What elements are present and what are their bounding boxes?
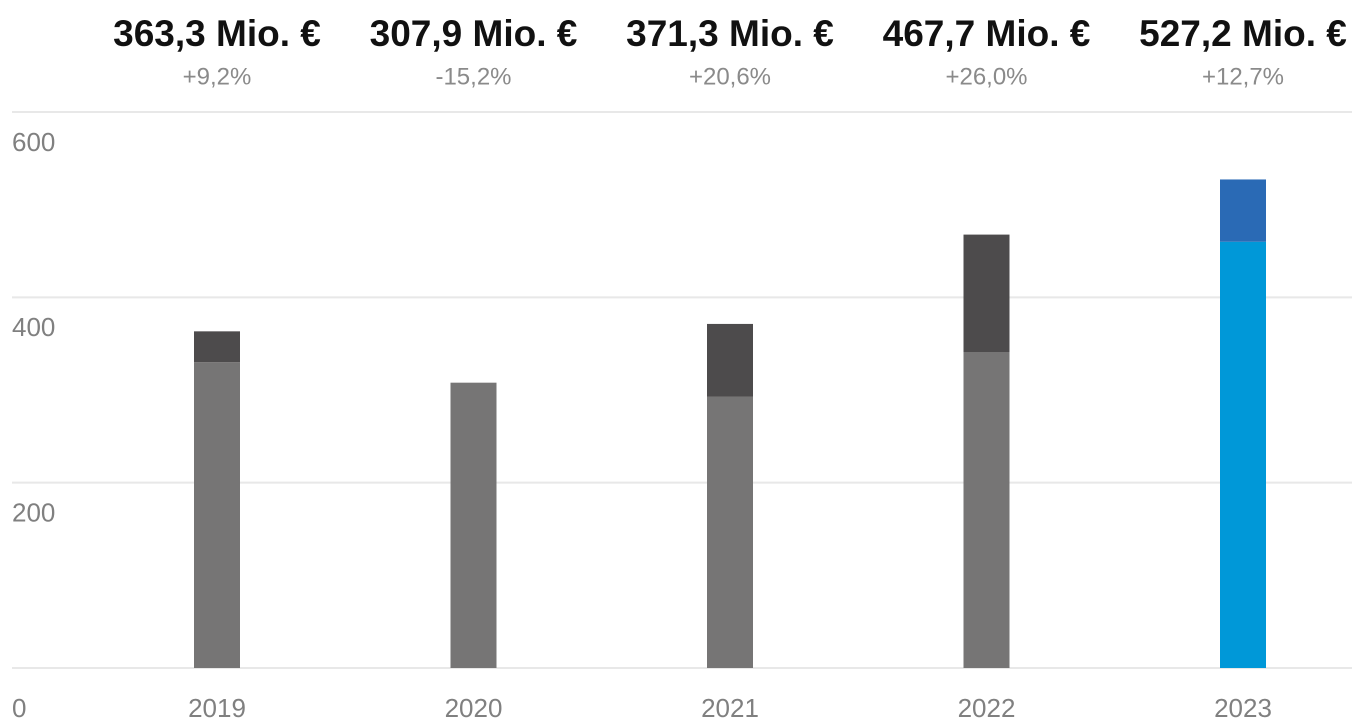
- bar-segment: [194, 362, 240, 668]
- x-tick-label: 2023: [1214, 693, 1272, 723]
- change-label: +26,0%: [945, 63, 1027, 90]
- change-label: +20,6%: [689, 63, 771, 90]
- bar-segment: [963, 234, 1010, 353]
- bar-segment: [194, 331, 240, 363]
- total-label: 527,2 Mio. €: [1139, 13, 1347, 54]
- bar-segment: [963, 352, 1010, 668]
- y-tick-label: 600: [12, 127, 55, 157]
- x-tick-label: 2021: [701, 693, 759, 723]
- bar-segment: [450, 382, 497, 668]
- y-tick-label: 200: [12, 498, 55, 528]
- total-label: 307,9 Mio. €: [370, 13, 578, 54]
- bar-segment: [707, 396, 753, 668]
- bar-segment: [1220, 179, 1266, 242]
- change-label: +9,2%: [183, 63, 252, 90]
- y-tick-label: 0: [12, 693, 26, 723]
- y-tick-label: 400: [12, 312, 55, 342]
- total-label: 371,3 Mio. €: [626, 13, 834, 54]
- x-tick-label: 2022: [958, 693, 1016, 723]
- bar-segment: [707, 323, 753, 397]
- total-label: 467,7 Mio. €: [883, 13, 1091, 54]
- change-label: +12,7%: [1202, 63, 1284, 90]
- bar-segment: [1220, 241, 1266, 668]
- total-label: 363,3 Mio. €: [113, 13, 321, 54]
- change-label: -15,2%: [435, 63, 511, 90]
- x-tick-label: 2019: [188, 693, 246, 723]
- x-tick-label: 2020: [445, 693, 503, 723]
